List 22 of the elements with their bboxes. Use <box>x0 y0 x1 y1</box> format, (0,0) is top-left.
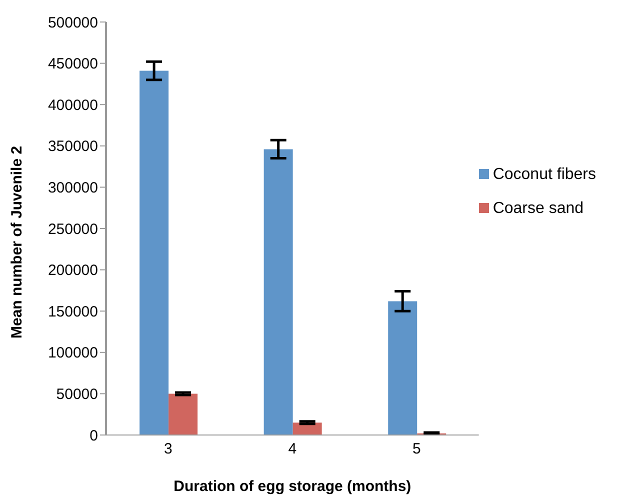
x-axis-title: Duration of egg storage (months) <box>174 478 412 495</box>
bar <box>168 394 198 435</box>
y-tick-label: 50000 <box>56 386 98 404</box>
y-tick-label: 500000 <box>48 14 98 32</box>
y-tick-label: 300000 <box>48 180 98 197</box>
bar <box>140 70 169 435</box>
y-tick-label: 0 <box>90 427 98 444</box>
y-tick-label: 350000 <box>48 138 98 156</box>
y-tick-label: 100000 <box>48 344 98 362</box>
y-tick-label: 200000 <box>48 262 98 280</box>
x-tick-label: 5 <box>412 440 421 458</box>
x-tick-label: 4 <box>288 440 297 458</box>
y-tick-label: 400000 <box>48 96 98 114</box>
y-tick-label: 250000 <box>48 220 98 238</box>
legend-label: Coconut fibers <box>492 166 596 182</box>
bar <box>388 301 418 435</box>
y-tick-label: 450000 <box>48 56 98 73</box>
y-tick-label: 150000 <box>48 303 98 320</box>
legend-label: Coarse sand <box>492 200 584 216</box>
bar <box>264 149 293 435</box>
x-tick-label: 3 <box>164 440 172 458</box>
y-axis-title: Mean number of Juvenile 2 <box>8 146 26 338</box>
